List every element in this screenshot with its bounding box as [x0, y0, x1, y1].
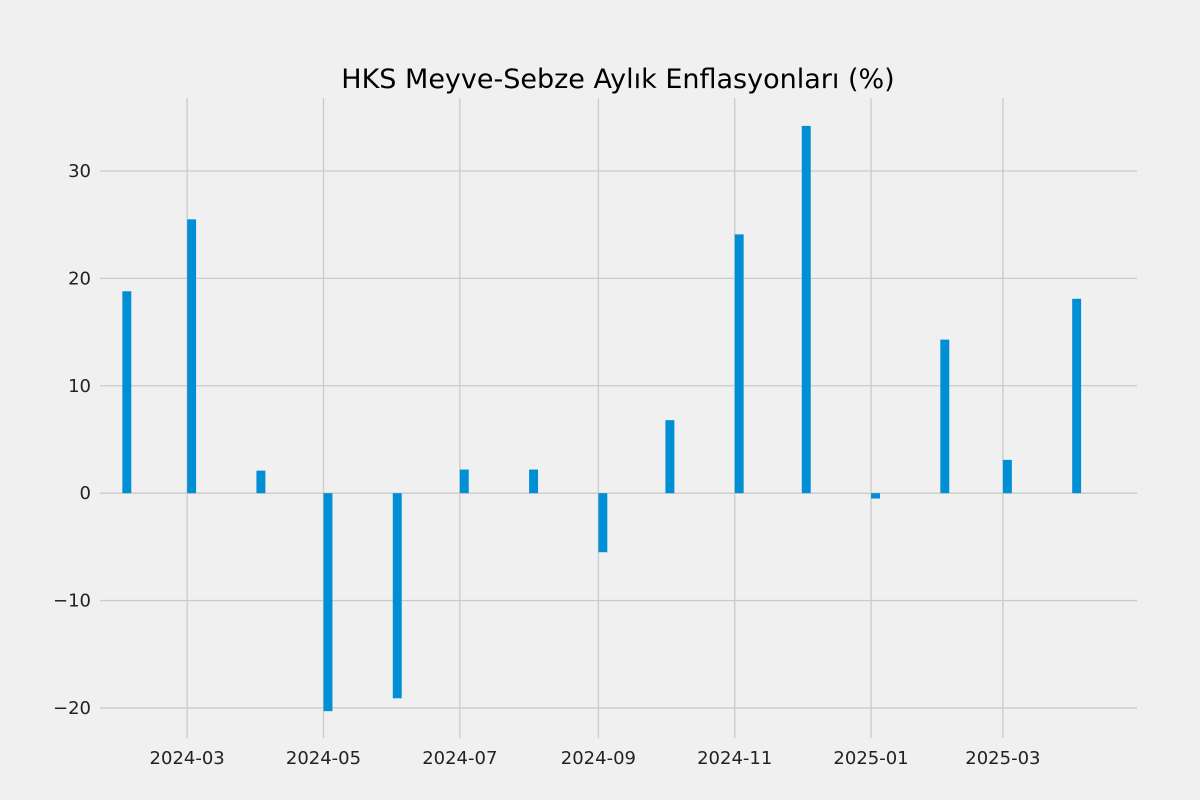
bar-2024-06	[392, 493, 402, 699]
bar-2024-07	[459, 469, 469, 494]
chart-title: HKS Meyve-Sebze Aylık Enflasyonları (%)	[341, 64, 894, 95]
y-tick-label: 10	[68, 376, 91, 397]
bar-2024-12	[801, 125, 811, 494]
x-tick-label: 2025-03	[965, 748, 1040, 769]
bar-2024-11	[734, 234, 744, 494]
bars	[122, 125, 1082, 712]
x-tick-label: 2024-05	[286, 748, 361, 769]
x-tick-label: 2025-01	[833, 748, 908, 769]
bar-2024-09	[598, 493, 608, 553]
bar-2025-04	[1072, 298, 1082, 494]
bar-2025-01	[871, 493, 880, 499]
x-tick-label: 2024-11	[697, 748, 772, 769]
y-tick-label: 30	[68, 161, 91, 182]
y-tick-label: 0	[80, 483, 91, 504]
bar-2024-05	[323, 493, 333, 712]
bar-2024-04	[256, 470, 266, 494]
grid-lines	[100, 98, 1137, 738]
x-tick-label: 2024-03	[150, 748, 225, 769]
y-tick-label: −20	[53, 698, 91, 719]
bar-2024-02	[122, 291, 132, 494]
bar-2025-03	[1002, 459, 1012, 494]
x-axis-tick-labels: 2024-03 2024-05 2024-07 2024-09 2024-11 2025-…	[150, 748, 1041, 769]
bar-2025-02	[940, 339, 950, 494]
bar-2024-08	[529, 469, 539, 494]
x-tick-label: 2024-07	[422, 748, 497, 769]
bar-2024-10	[665, 420, 675, 494]
y-axis-tick-labels: −20 −10 0 10 20 30	[53, 161, 91, 719]
y-tick-label: −10	[53, 591, 91, 612]
bar-2024-03	[187, 219, 197, 494]
x-tick-label: 2024-09	[561, 748, 636, 769]
y-tick-label: 20	[68, 268, 91, 289]
